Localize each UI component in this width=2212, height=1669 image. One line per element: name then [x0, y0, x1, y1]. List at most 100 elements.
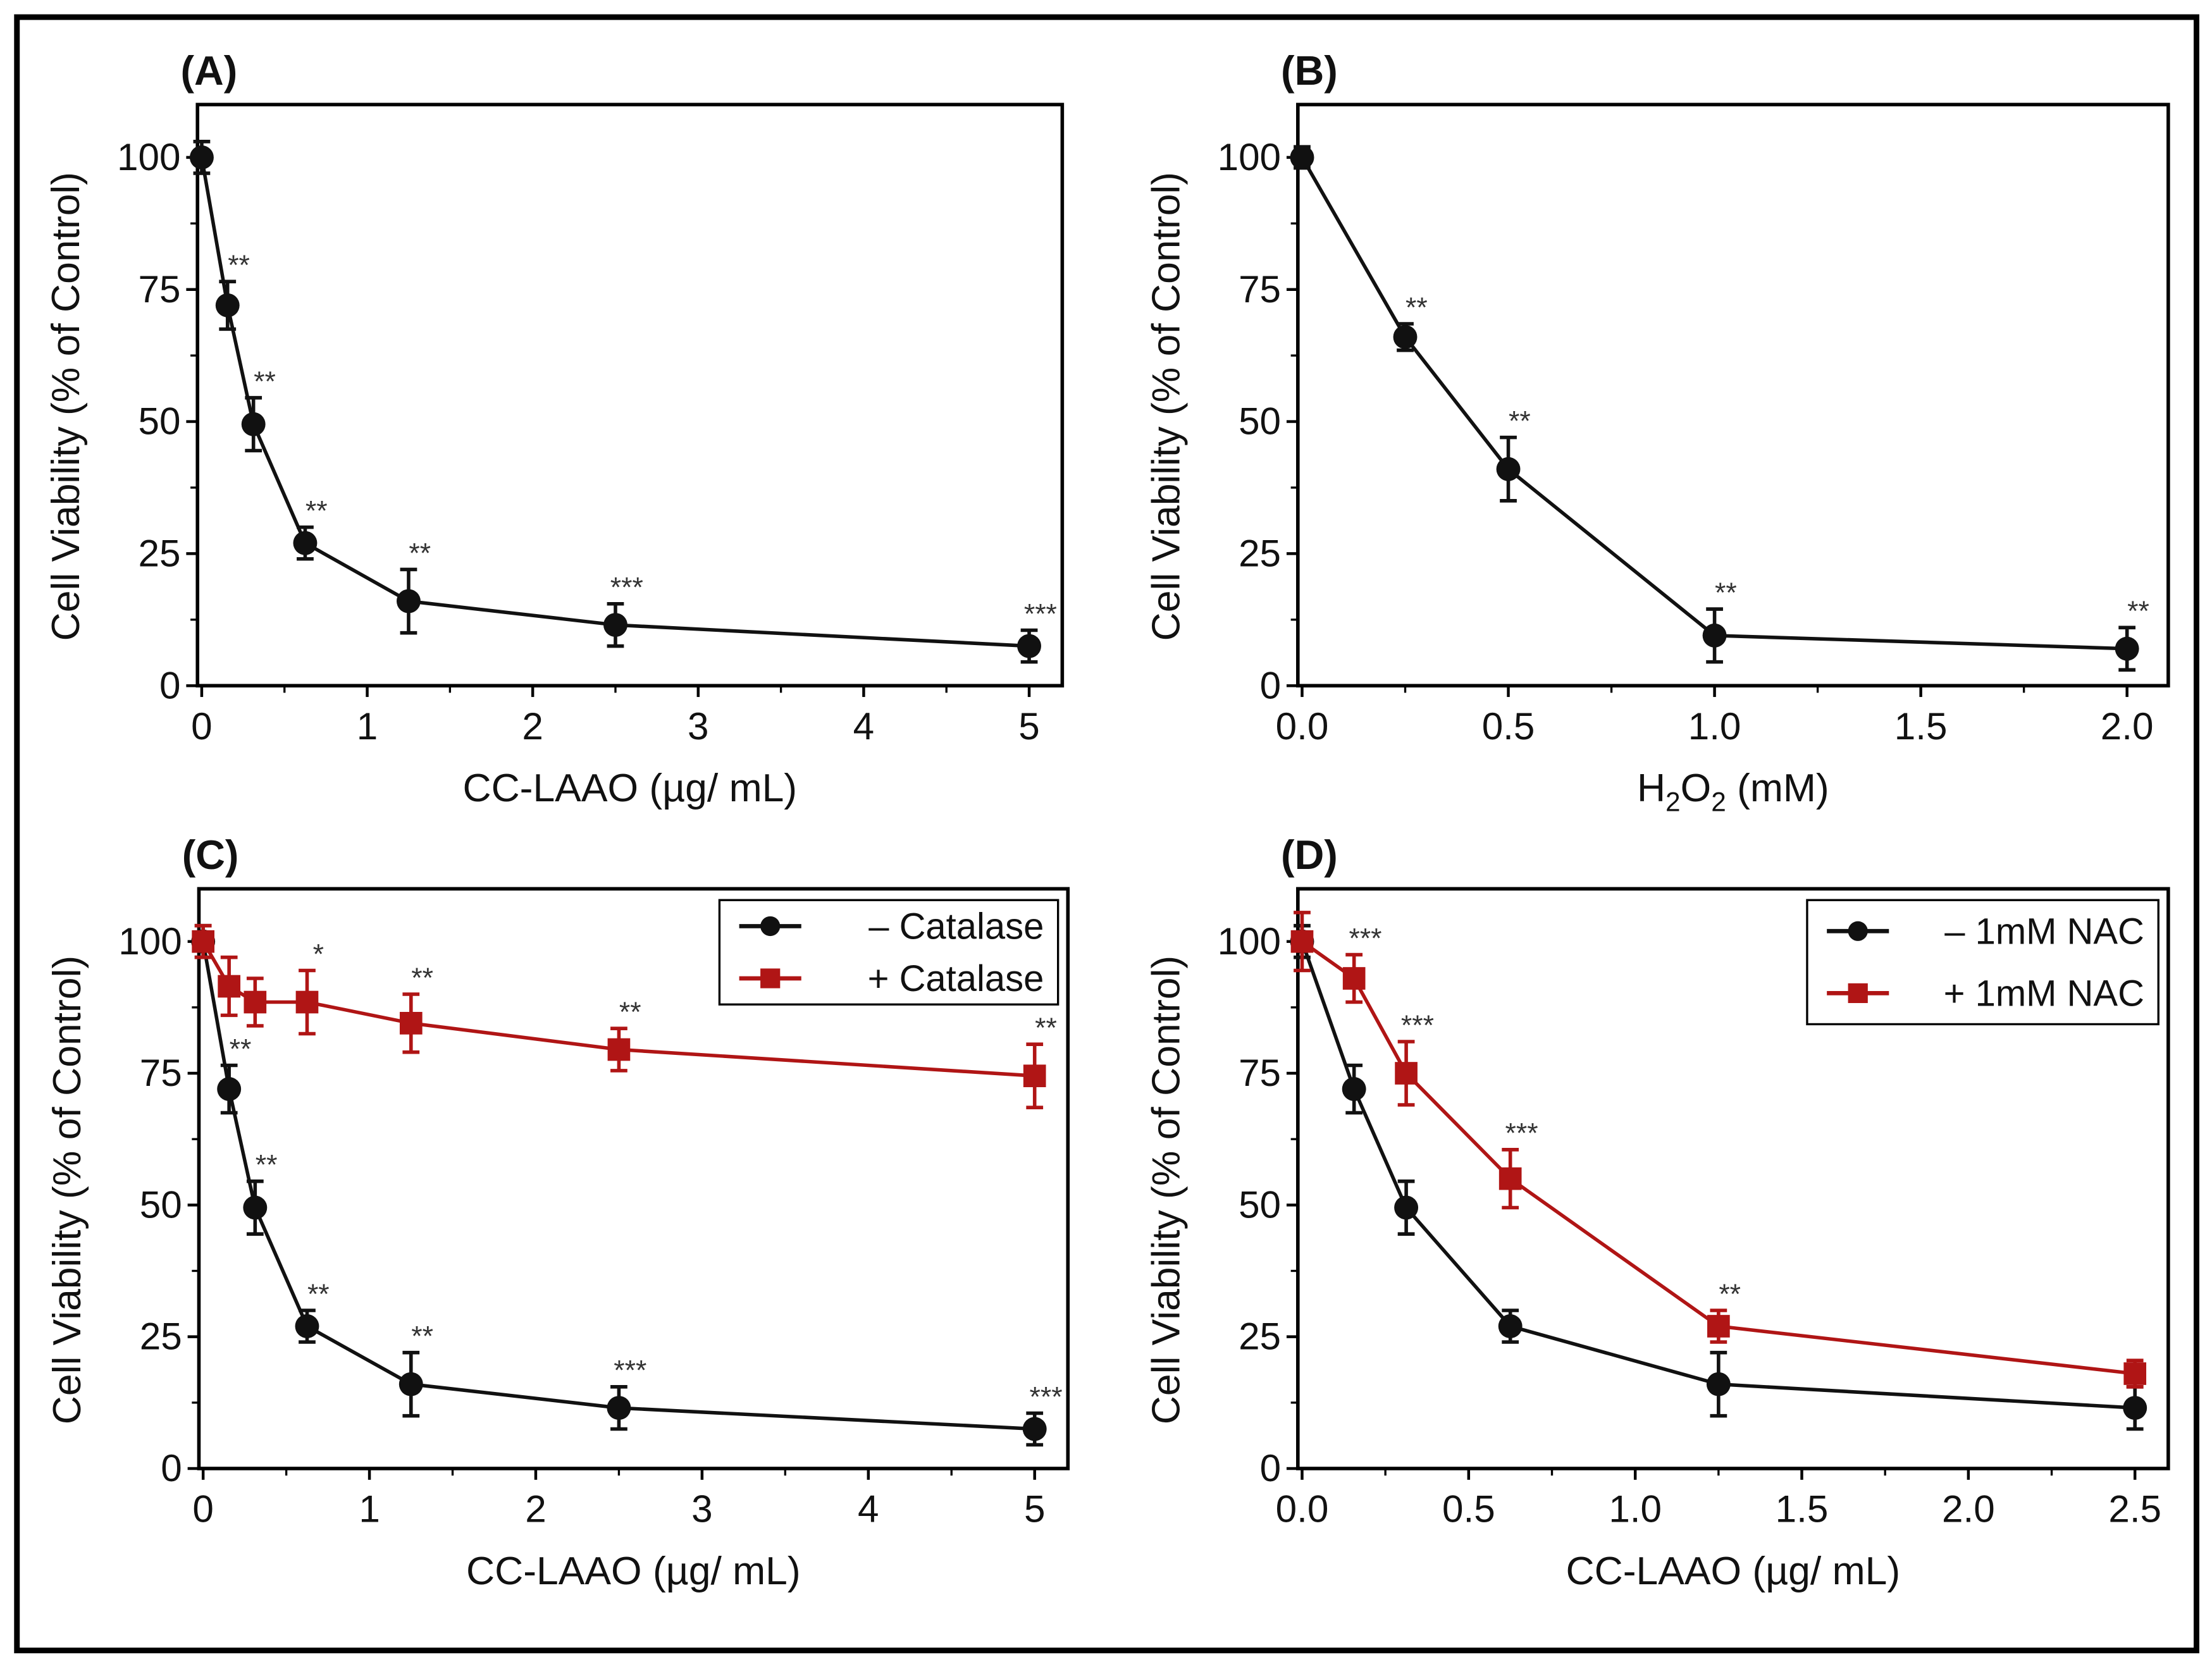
y-tick-label: 75 [140, 1051, 182, 1094]
significance-label: ** [2127, 596, 2149, 627]
data-point-square [1342, 967, 1366, 990]
legend-marker-square [1848, 983, 1868, 1004]
x-axis-label-part: H [1637, 766, 1665, 810]
data-point-circle [1498, 1314, 1523, 1338]
data-point-square [1498, 1167, 1522, 1190]
significance-label: *** [1024, 598, 1057, 629]
y-tick-label: 50 [1239, 400, 1281, 443]
significance-label: *** [610, 572, 643, 603]
data-point-square [192, 930, 214, 953]
legend-label: + Catalase [868, 959, 1044, 999]
y-tick-label: 100 [117, 135, 180, 178]
data-point-circle [1017, 634, 1041, 658]
series-1: *********** [1290, 911, 2147, 1389]
x-axis-label-part: 2 [1665, 787, 1681, 817]
panel-title: (C) [182, 832, 239, 878]
plot-frame [1296, 102, 2170, 687]
y-tick-label: 100 [1218, 920, 1281, 963]
x-tick-label: 5 [1018, 705, 1039, 748]
x-tick-label: 0.5 [1482, 705, 1535, 748]
series-0: ** ** ** ** [1290, 145, 2149, 672]
x-axis-label-part: (mM) [1726, 766, 1829, 810]
data-point-circle [2115, 636, 2139, 661]
legend-marker-circle [760, 916, 781, 937]
significance-label: ** [307, 1279, 330, 1310]
x-tick-label: 4 [853, 705, 874, 748]
data-point-circle [1496, 457, 1521, 481]
x-axis-label: CC-LAAO (µg/ mL) [1566, 1549, 1901, 1593]
x-tick-label: 3 [688, 705, 708, 748]
y-tick-label: 0 [1260, 1446, 1281, 1489]
data-point-square [1290, 930, 1314, 953]
y-tick-label: 0 [1260, 663, 1281, 706]
x-tick-label: 0.0 [1276, 1487, 1329, 1530]
data-point-circle [1290, 145, 1314, 169]
data-point-circle [1393, 324, 1418, 349]
y-tick-label: 25 [140, 1315, 182, 1358]
y-tick-label: 25 [1239, 1315, 1281, 1358]
x-tick-label: 2.5 [2108, 1487, 2161, 1530]
x-axis-label-part: O [1681, 766, 1712, 810]
y-axis-label: Cell Viability (% of Control) [45, 956, 89, 1424]
x-tick-label: 0 [192, 1487, 213, 1530]
significance-label: *** [1401, 1010, 1434, 1041]
data-point-square [295, 990, 319, 1014]
data-point-square [1395, 1062, 1418, 1085]
significance-label: ** [1715, 577, 1737, 608]
legend: – Catalase + Catalase [718, 899, 1060, 1006]
chart-panel-a: (A) 0 25 50 75 100 0 1 2 3 4 5 CC-LAAO (µg/ mL) Cell … [44, 47, 1065, 810]
y-tick-label: 0 [161, 1446, 182, 1489]
x-tick-label: 0 [191, 705, 212, 748]
legend-label: – Catalase [868, 907, 1044, 947]
data-point-circle [607, 1396, 631, 1420]
data-point-square [607, 1038, 631, 1061]
significance-label: *** [614, 1355, 646, 1386]
y-tick-label: 100 [1218, 135, 1281, 178]
significance-label: ** [619, 997, 641, 1028]
data-point-circle [399, 1372, 423, 1396]
legend-marker-circle [1848, 921, 1868, 941]
legend-label: – 1mM NAC [1944, 911, 2144, 952]
x-axis-label: H2O2 (mM) [1637, 766, 1829, 817]
data-point-circle [243, 1195, 268, 1220]
y-tick-label: 25 [1239, 531, 1281, 574]
panel-title: (A) [180, 47, 237, 94]
data-point-square [1707, 1315, 1730, 1338]
data-point-circle [241, 412, 266, 436]
data-point-circle [215, 293, 240, 317]
x-tick-label: 5 [1024, 1487, 1045, 1530]
data-point-square [1023, 1064, 1046, 1088]
x-axis-label: CC-LAAO (µg/ mL) [466, 1549, 801, 1593]
y-axis-label: Cell Viability (% of Control) [44, 172, 88, 641]
panel-title: (D) [1281, 832, 1338, 878]
legend: – 1mM NAC + 1mM NAC [1806, 899, 2159, 1026]
data-point-circle [293, 531, 318, 555]
chart-panel-c: (C) 0 25 50 75 100 0 1 2 3 4 5 CC-LAAO (µg/ mL) Cell … [45, 832, 1070, 1593]
data-point-circle [1702, 623, 1727, 648]
data-point-circle [217, 1077, 242, 1101]
data-point-circle [295, 1314, 319, 1338]
x-tick-label: 1.5 [1776, 1487, 1829, 1530]
data-point-circle [1342, 1077, 1366, 1101]
y-tick-label: 50 [1239, 1183, 1281, 1226]
x-tick-label: 1 [357, 705, 378, 748]
significance-label: ** [411, 1321, 433, 1352]
significance-label: * [313, 939, 324, 970]
data-point-circle [1706, 1372, 1731, 1396]
y-tick-label: 75 [139, 268, 181, 311]
data-point-circle [2123, 1396, 2147, 1420]
y-axis-label: Cell Viability (% of Control) [1144, 956, 1188, 1424]
x-tick-label: 0.0 [1276, 705, 1329, 748]
x-tick-label: 0.5 [1442, 1487, 1495, 1530]
x-tick-label: 2.0 [1942, 1487, 1995, 1530]
x-axis-label: CC-LAAO (µg/ mL) [462, 766, 797, 810]
x-axis-label-part: 2 [1711, 787, 1726, 817]
significance-label: ** [411, 963, 433, 994]
data-point-circle [396, 589, 421, 613]
y-tick-label: 75 [1239, 1051, 1281, 1094]
x-tick-label: 2 [522, 705, 543, 748]
plot-frame [195, 102, 1065, 687]
significance-label: ** [256, 1150, 278, 1181]
y-axis-label: Cell Viability (% of Control) [1144, 172, 1188, 641]
series-line [1300, 940, 2135, 1410]
